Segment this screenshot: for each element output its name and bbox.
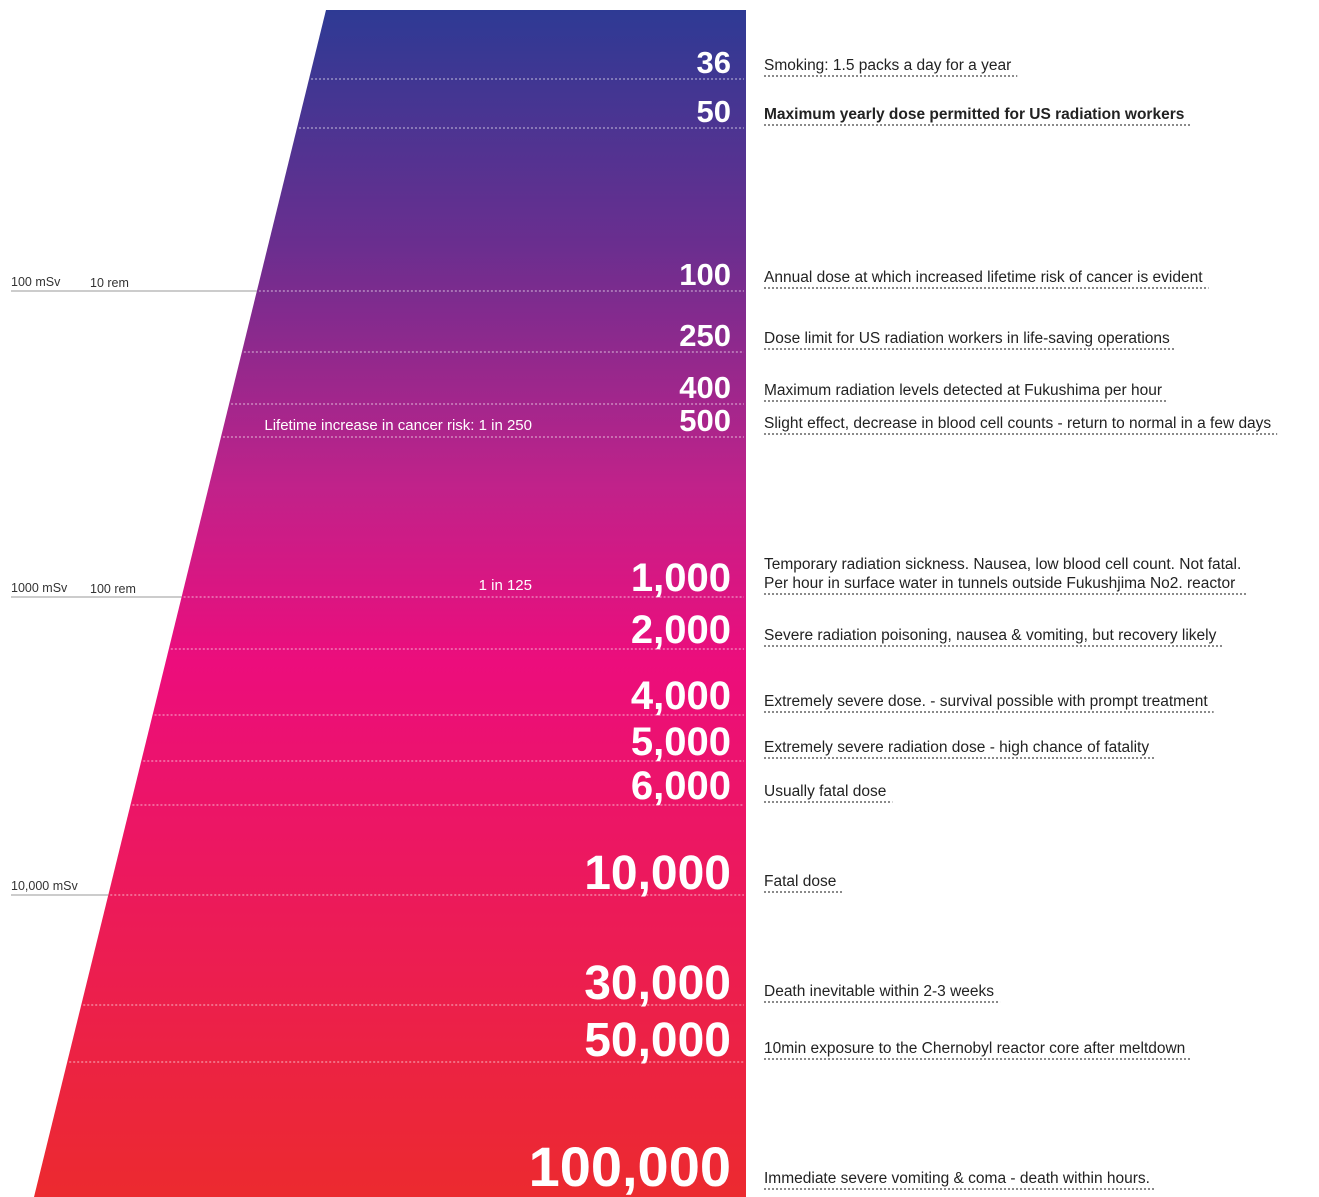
- dose-value-label: 50,000: [584, 1014, 731, 1067]
- dose-value-label: 5,000: [631, 720, 731, 764]
- dose-description: Fatal dose: [764, 873, 836, 890]
- dose-description: Severe radiation poisoning, nausea & vom…: [764, 627, 1217, 644]
- dose-description: Annual dose at which increased lifetime …: [764, 269, 1203, 286]
- dose-value-label: 100: [679, 257, 731, 292]
- scale-msv-label: 100 mSv: [11, 275, 61, 289]
- dose-value-label: 4,000: [631, 674, 731, 718]
- dose-value-label: 36: [697, 45, 731, 80]
- dose-description: Slight effect, decrease in blood cell co…: [764, 415, 1271, 432]
- dose-description: Extremely severe dose. - survival possib…: [764, 693, 1208, 710]
- dose-value-label: 2,000: [631, 608, 731, 652]
- scale-msv-label: 10,000 mSv: [11, 879, 78, 893]
- dose-value-label: 30,000: [584, 957, 731, 1010]
- dose-value-label: 6,000: [631, 764, 731, 808]
- dose-value-label: 100,000: [529, 1135, 731, 1197]
- dose-description: Death inevitable within 2-3 weeks: [764, 983, 994, 1000]
- cancer-risk-note: Lifetime increase in cancer risk: 1 in 2…: [264, 417, 532, 434]
- dose-description: Dose limit for US radiation workers in l…: [764, 330, 1170, 347]
- cancer-risk-note: 1 in 125: [479, 577, 532, 594]
- dose-value-label: 50: [697, 94, 731, 129]
- scale-msv-label: 1000 mSv: [11, 581, 68, 595]
- dose-value-label: 500: [679, 403, 731, 438]
- dose-description: Immediate severe vomiting & coma - death…: [764, 1170, 1150, 1187]
- dose-value-label: 400: [679, 370, 731, 405]
- dose-value-label: 1,000: [631, 556, 731, 600]
- dose-value-label: 10,000: [584, 847, 731, 900]
- scale-rem-label: 100 rem: [90, 582, 136, 596]
- dose-description: Temporary radiation sickness. Nausea, lo…: [764, 556, 1241, 573]
- dose-description: 10min exposure to the Chernobyl reactor …: [764, 1040, 1185, 1057]
- scale-rem-label: 10 rem: [90, 276, 129, 290]
- dose-description: Extremely severe radiation dose - high c…: [764, 739, 1149, 756]
- dose-wedge: [34, 10, 746, 1197]
- dose-description: Smoking: 1.5 packs a day for a year: [764, 57, 1011, 74]
- dose-description-line2: Per hour in surface water in tunnels out…: [764, 575, 1235, 592]
- dose-description: Usually fatal dose: [764, 783, 886, 800]
- dose-description: Maximum radiation levels detected at Fuk…: [764, 382, 1162, 399]
- dose-description: Maximum yearly dose permitted for US rad…: [764, 106, 1184, 123]
- dose-value-label: 250: [679, 318, 731, 353]
